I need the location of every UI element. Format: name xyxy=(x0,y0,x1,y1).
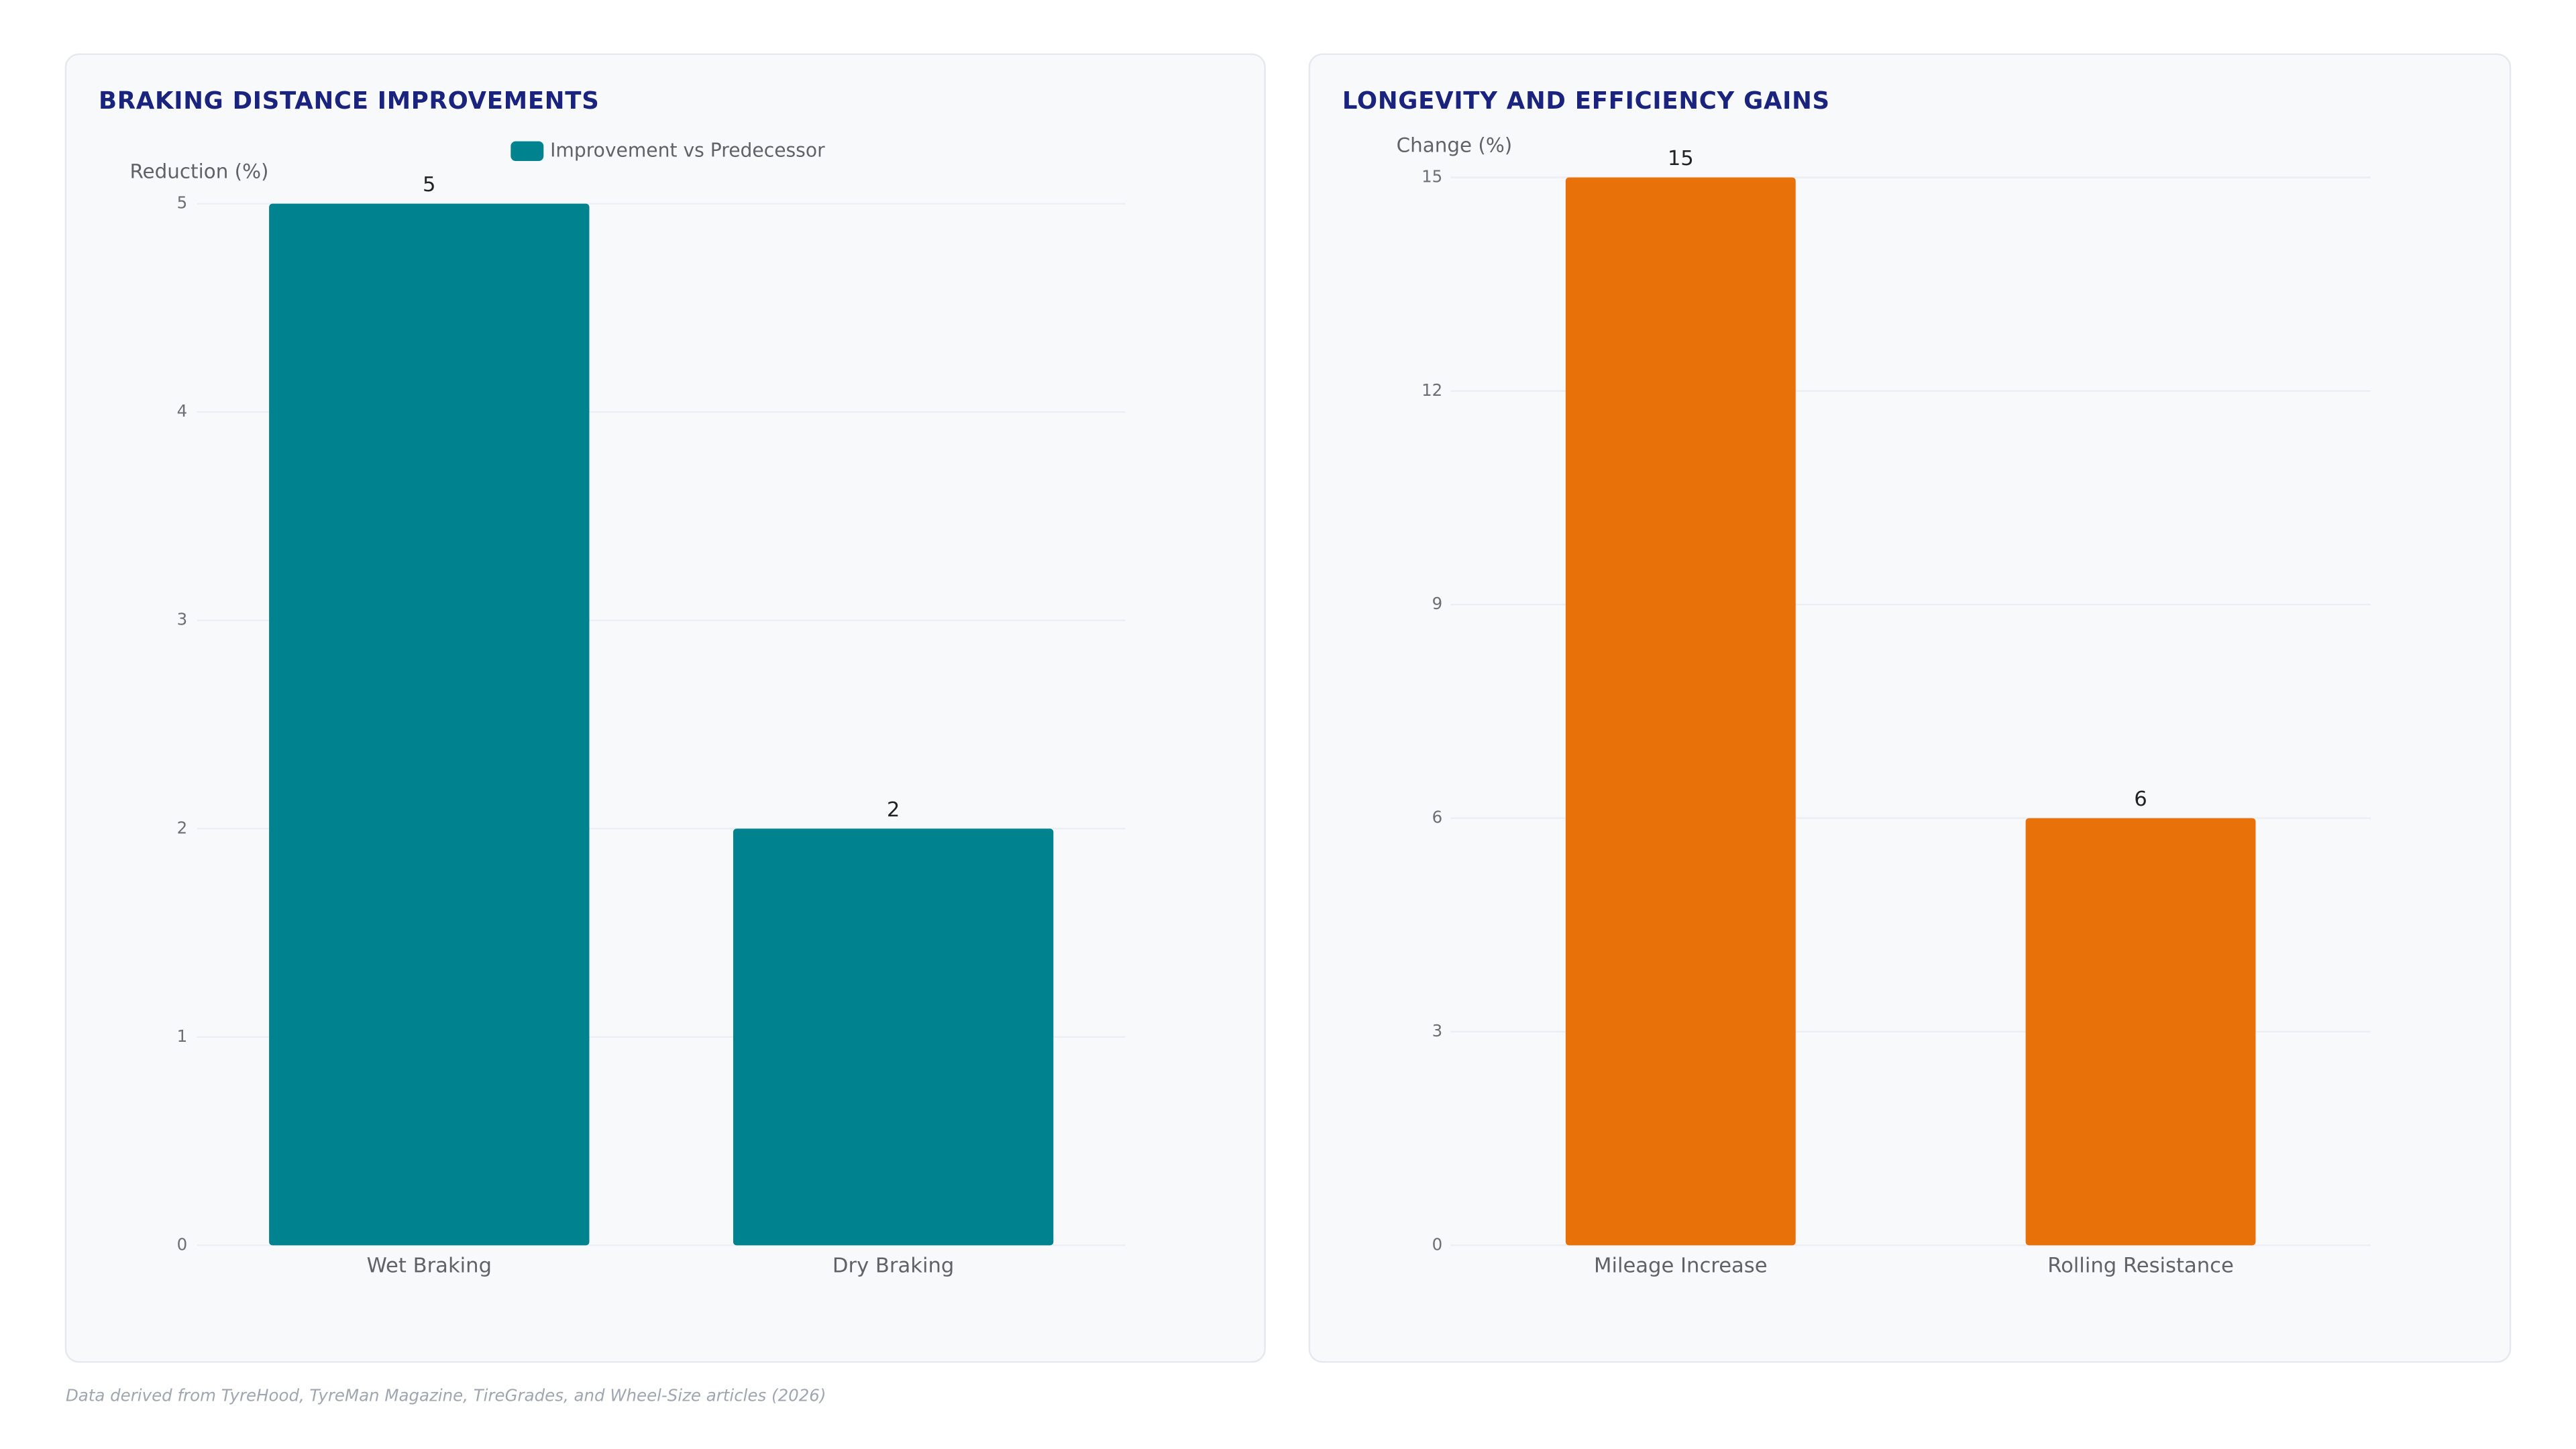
panel xyxy=(64,53,1266,1363)
y-tick-label: 0 xyxy=(177,1234,188,1254)
data-label: 5 xyxy=(423,173,435,197)
y-tick-label: 5 xyxy=(177,193,188,213)
y-tick-label: 9 xyxy=(1432,594,1443,613)
y-tick-label: 12 xyxy=(1421,380,1442,400)
y-tick-label: 6 xyxy=(1432,808,1443,827)
y-axis-label: Change (%) xyxy=(1397,133,1513,156)
y-tick-label: 0 xyxy=(1432,1234,1443,1254)
y-tick-label: 1 xyxy=(177,1026,188,1046)
footer: Data derived from TyreHood, TyreMan Maga… xyxy=(66,1386,826,1405)
y-tick-label: 3 xyxy=(177,610,188,629)
chart-title: BRAKING DISTANCE IMPROVEMENTS xyxy=(99,87,600,115)
data-label: 6 xyxy=(2134,788,2147,811)
data-label: 15 xyxy=(1668,147,1694,170)
x-tick-label: Dry Braking xyxy=(833,1254,954,1278)
y-axis-label: Reduction (%) xyxy=(129,160,268,183)
panel xyxy=(1308,53,2512,1363)
x-tick-label: Mileage Increase xyxy=(1594,1254,1768,1278)
x-tick-label: Rolling Resistance xyxy=(2047,1254,2234,1278)
y-tick-label: 2 xyxy=(177,818,188,837)
bar xyxy=(1565,177,1796,1246)
y-tick-label: 4 xyxy=(177,401,188,421)
legend-swatch xyxy=(511,141,544,161)
chart-title: LONGEVITY AND EFFICIENCY GAINS xyxy=(1342,87,1830,115)
bar xyxy=(2025,818,2256,1246)
bar xyxy=(733,828,1054,1246)
y-tick-label: 15 xyxy=(1421,166,1442,186)
data-label: 2 xyxy=(887,798,900,822)
y-tick-label: 3 xyxy=(1432,1021,1443,1040)
bar xyxy=(269,203,590,1246)
x-tick-label: Wet Braking xyxy=(367,1254,492,1278)
legend-label: Improvement vs Predecessor xyxy=(550,139,825,161)
